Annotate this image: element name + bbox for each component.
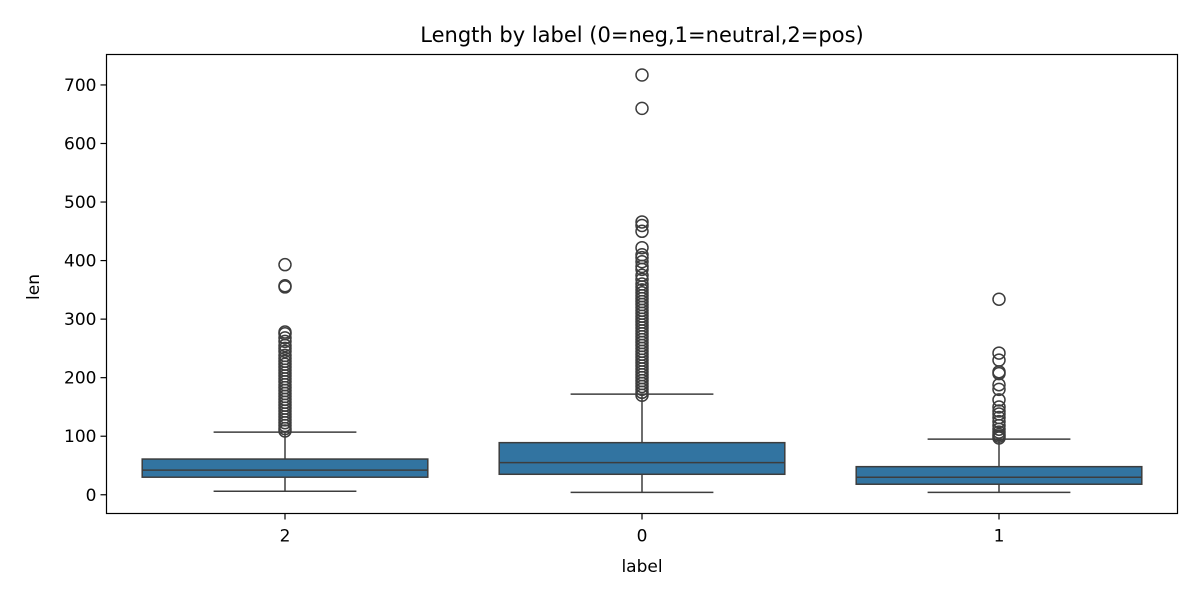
chart-title: Length by label (0=neg,1=neutral,2=pos) — [420, 23, 863, 47]
outlier-point — [992, 414, 1006, 429]
x-tick-label: 2 — [280, 527, 291, 547]
plot-frame — [105, 53, 1179, 515]
outlier-point — [635, 277, 649, 291]
outlier-point — [278, 325, 292, 339]
box-iqr — [498, 441, 786, 476]
outlier-point — [992, 346, 1006, 360]
outlier-point — [635, 268, 649, 282]
outlier-point — [635, 224, 649, 239]
outlier-point — [278, 279, 292, 293]
outlier-point — [992, 382, 1006, 397]
outlier-point — [635, 101, 649, 116]
y-tick-label: 200 — [64, 369, 96, 389]
outlier-point — [992, 404, 1006, 418]
y-tick-label: 700 — [64, 76, 96, 96]
outlier-point — [635, 218, 649, 233]
outlier-point — [992, 292, 1006, 306]
outlier-point — [635, 247, 649, 262]
x-tick-label: 0 — [637, 527, 648, 547]
x-axis-label: label — [621, 557, 662, 577]
box-iqr — [855, 465, 1143, 485]
outlier-point — [635, 272, 649, 287]
outlier-point — [278, 334, 292, 349]
y-tick-label: 300 — [64, 310, 96, 330]
box-iqr — [141, 458, 429, 478]
y-tick-label: 400 — [64, 252, 96, 272]
y-tick-label: 500 — [64, 193, 96, 213]
y-axis-label: len — [24, 274, 44, 300]
outlier-point — [992, 393, 1006, 407]
outlier-point — [635, 255, 649, 269]
outlier-point — [992, 410, 1006, 425]
outlier-point — [278, 257, 292, 272]
outlier-point — [992, 400, 1006, 414]
outlier-point — [635, 215, 649, 229]
outlier-point — [278, 331, 292, 345]
outlier-point — [992, 377, 1006, 392]
y-tick-label: 600 — [64, 134, 96, 154]
outlier-point — [635, 240, 649, 255]
outlier-point — [278, 348, 292, 363]
x-tick-label: 1 — [994, 527, 1005, 547]
y-tick-label: 100 — [64, 427, 96, 447]
outlier-point — [992, 353, 1006, 367]
outlier-point — [635, 68, 649, 82]
y-tick-label: 0 — [86, 486, 97, 506]
